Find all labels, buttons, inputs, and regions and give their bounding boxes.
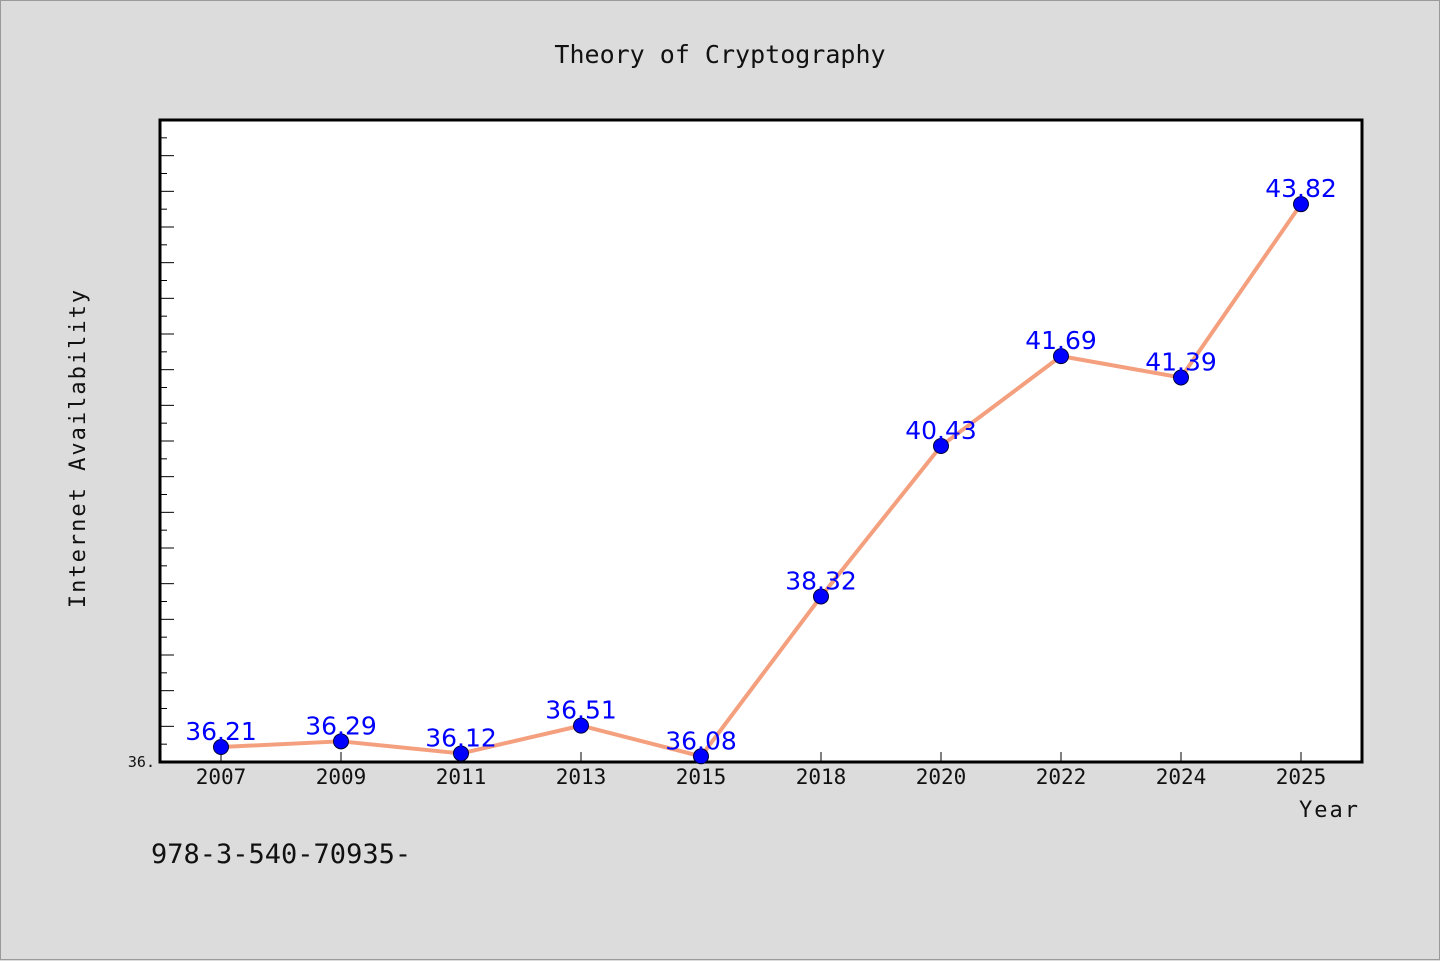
data-labels: 36.21 36.29 36.12 36.51 36.08 38.32 40.43 41.69… (185, 174, 1337, 755)
data-label: 41.69 (1025, 326, 1097, 355)
x-tick-label: 2013 (556, 765, 607, 789)
data-label: 36.29 (305, 711, 377, 740)
x-tick-label: 2018 (796, 765, 847, 789)
y-axis-label: Internet Availability (66, 288, 91, 608)
data-label: 36.08 (665, 726, 737, 755)
x-axis-label: Year (1299, 798, 1360, 823)
x-tick-label: 2025 (1276, 765, 1327, 789)
data-point (813, 588, 829, 605)
y-tick-label-min: 36. (128, 753, 155, 771)
x-tick-label: 2022 (1036, 765, 1087, 789)
x-tick-label: 2007 (196, 765, 247, 789)
data-point (1293, 196, 1309, 213)
x-tick-label: 2024 (1156, 765, 1207, 789)
data-point (333, 733, 349, 750)
data-label: 36.51 (545, 696, 617, 725)
chart-title: Theory of Cryptography (554, 40, 885, 69)
isbn-text: 978-3-540-70935- (151, 839, 411, 870)
data-label: 43.82 (1265, 174, 1337, 203)
data-point (213, 739, 229, 756)
data-label: 41.39 (1145, 348, 1217, 377)
x-tick-label: 2020 (916, 765, 967, 789)
data-point (1173, 369, 1189, 386)
data-point (1053, 348, 1069, 365)
data-label: 40.43 (905, 416, 977, 445)
data-point (693, 748, 709, 765)
series-line (219, 202, 1303, 759)
data-label: 36.12 (425, 723, 497, 752)
x-tick-label: 2015 (676, 765, 727, 789)
data-label: 36.21 (185, 717, 257, 746)
data-point (573, 717, 589, 734)
plot-area (158, 118, 1364, 764)
x-tick-label: 2011 (436, 765, 487, 789)
data-label: 38.32 (785, 567, 857, 596)
series-line-group (219, 202, 1303, 759)
data-point (453, 745, 469, 762)
data-markers (213, 196, 1309, 765)
y-axis-ticks (160, 137, 174, 745)
data-point (933, 437, 949, 454)
x-tick-label: 2009 (316, 765, 367, 789)
x-axis-ticks: 2007 2009 2011 2013 2015 2018 2020 2022 2024 2025 (196, 752, 1327, 789)
